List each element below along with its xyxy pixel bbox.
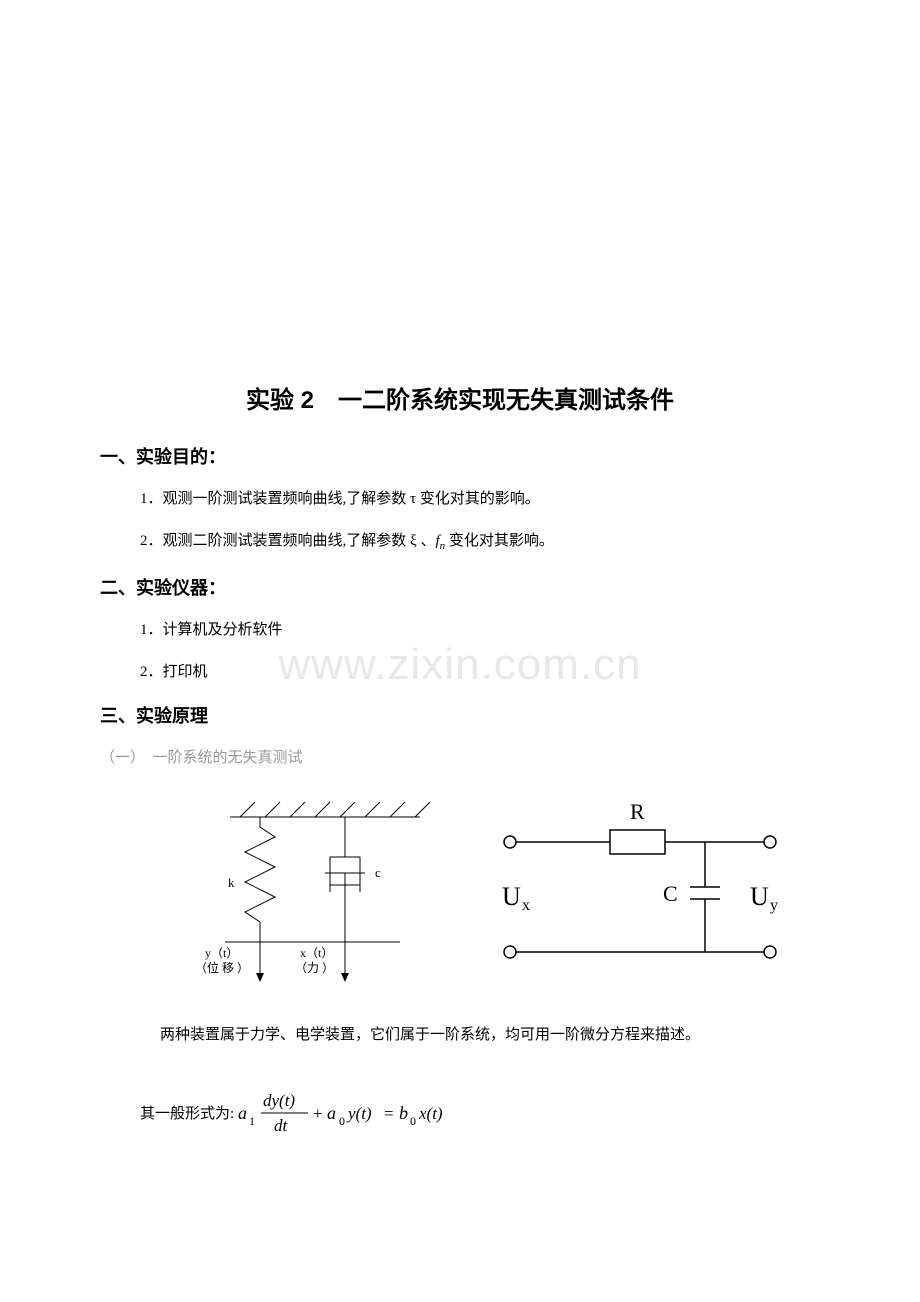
eq-den: dt — [274, 1116, 289, 1135]
section1-item2: 2．观测二阶测试装置频响曲线,了解参数 ξ 、fn 变化对其影响。 — [140, 529, 820, 556]
diagrams-row: k c y（t） （位 移 ） x（t） （力 — [100, 797, 820, 992]
eq-num: dy(t) — [263, 1091, 295, 1110]
eq-b0: b — [399, 1103, 408, 1123]
section1-item1: 1．观测一阶测试装置频响曲线,了解参数 τ 变化对其的影响。 — [140, 487, 820, 511]
label-xt: x（t） — [300, 946, 333, 960]
eq-a1-sub: 1 — [249, 1114, 255, 1128]
section1-heading: 一、实验目的： — [100, 443, 820, 469]
label-Ux-sub: x — [522, 897, 530, 914]
label-c: c — [375, 865, 381, 880]
label-y-desc: （位 移 ） — [195, 960, 249, 975]
label-yt: y（t） — [205, 946, 238, 960]
eq-a1: a — [238, 1103, 247, 1123]
eq-a0: a — [327, 1103, 336, 1123]
electrical-diagram: R C U x U y — [480, 797, 800, 992]
equation-line: 其一般形式为: a 1 dy(t) dt + a 0 y(t) = b 0 x(… — [140, 1089, 820, 1137]
label-R: R — [630, 799, 645, 824]
equation-prefix: 其一般形式为: — [140, 1102, 234, 1123]
eq-a0-sub: 0 — [339, 1114, 345, 1128]
label-Uy-sub: y — [770, 897, 778, 914]
caption-text: 两种装置属于力学、电学装置，它们属于一阶系统，均可用一阶微分方程来描述。 — [160, 1022, 820, 1049]
eq-plus: + — [313, 1104, 323, 1123]
eq-b0-sub: 0 — [410, 1114, 416, 1128]
page-content: 实验 2 一二阶系统实现无失真测试条件 一、实验目的： 1．观测一阶测试装置频响… — [100, 380, 820, 1137]
item2-suffix: 变化对其影响。 — [445, 533, 554, 549]
item2-prefix: 2．观测二阶测试装置频响曲线,了解参数 ξ 、 — [140, 533, 435, 549]
label-Ux: U — [502, 882, 521, 911]
section2-item1: 1．计算机及分析软件 — [140, 618, 820, 642]
eq-xt: x(t) — [418, 1104, 443, 1123]
label-Uy: U — [750, 882, 769, 911]
mechanical-diagram: k c y（t） （位 移 ） x（t） （力 — [170, 797, 430, 992]
equation-svg: a 1 dy(t) dt + a 0 y(t) = b 0 x(t) — [236, 1089, 476, 1137]
eq-equals: = — [384, 1104, 394, 1123]
section3-subsection: （一） 一阶系统的无失真测试 — [100, 746, 820, 767]
eq-yt: y(t) — [346, 1104, 372, 1123]
section3-heading: 三、实验原理 — [100, 702, 820, 728]
section2-item2: 2．打印机 — [140, 660, 820, 684]
label-x-desc: （力 ） — [295, 961, 334, 975]
label-C: C — [663, 881, 678, 906]
page-title: 实验 2 一二阶系统实现无失真测试条件 — [100, 380, 820, 415]
section2-heading: 二、实验仪器： — [100, 574, 820, 600]
label-k: k — [228, 875, 235, 890]
